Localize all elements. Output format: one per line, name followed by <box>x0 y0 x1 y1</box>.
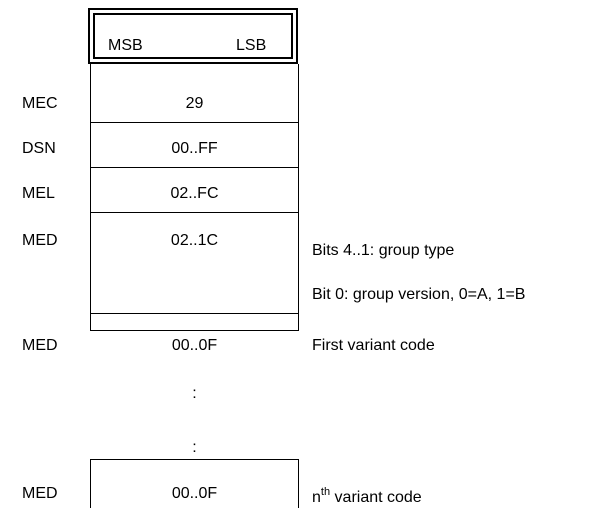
note-suffix: variant code <box>330 489 422 506</box>
last-row-box <box>90 459 299 508</box>
row-value: 02..1C <box>170 232 219 249</box>
row-label: MED <box>22 337 58 354</box>
table-left-border <box>90 64 91 330</box>
row-separator <box>90 313 299 314</box>
row-separator <box>90 122 299 123</box>
row-label: MEC <box>22 95 58 112</box>
lsb-label: LSB <box>236 37 267 54</box>
msb-label: MSB <box>108 37 143 54</box>
table-right-border <box>298 64 299 330</box>
row-value: 02..FC <box>170 185 219 202</box>
note-superscript: th <box>320 485 331 498</box>
row-label: MEL <box>22 185 55 202</box>
table-bottom-border <box>90 330 299 331</box>
ellipsis-mark: : <box>192 439 197 456</box>
row-separator <box>90 212 299 213</box>
row-label: MED <box>22 232 58 249</box>
row-label: DSN <box>22 140 56 157</box>
ellipsis-mark: : <box>192 385 197 402</box>
row-value: 00..0F <box>171 337 218 354</box>
row-value: 00..FF <box>171 140 218 157</box>
row-value: 29 <box>185 95 204 112</box>
row-label: MED <box>22 485 58 502</box>
row-value: 00..0F <box>171 485 218 502</box>
row-note-2: Bit 0: group version, 0=A, 1=B <box>312 286 526 303</box>
row-note: First variant code <box>312 337 435 354</box>
header-box-inner <box>93 13 293 59</box>
row-note: Bits 4..1: group type <box>312 242 455 259</box>
last-row-note: nth variant code <box>312 485 422 508</box>
note-prefix: n <box>312 489 321 506</box>
header-box <box>88 8 298 64</box>
row-separator <box>90 167 299 168</box>
